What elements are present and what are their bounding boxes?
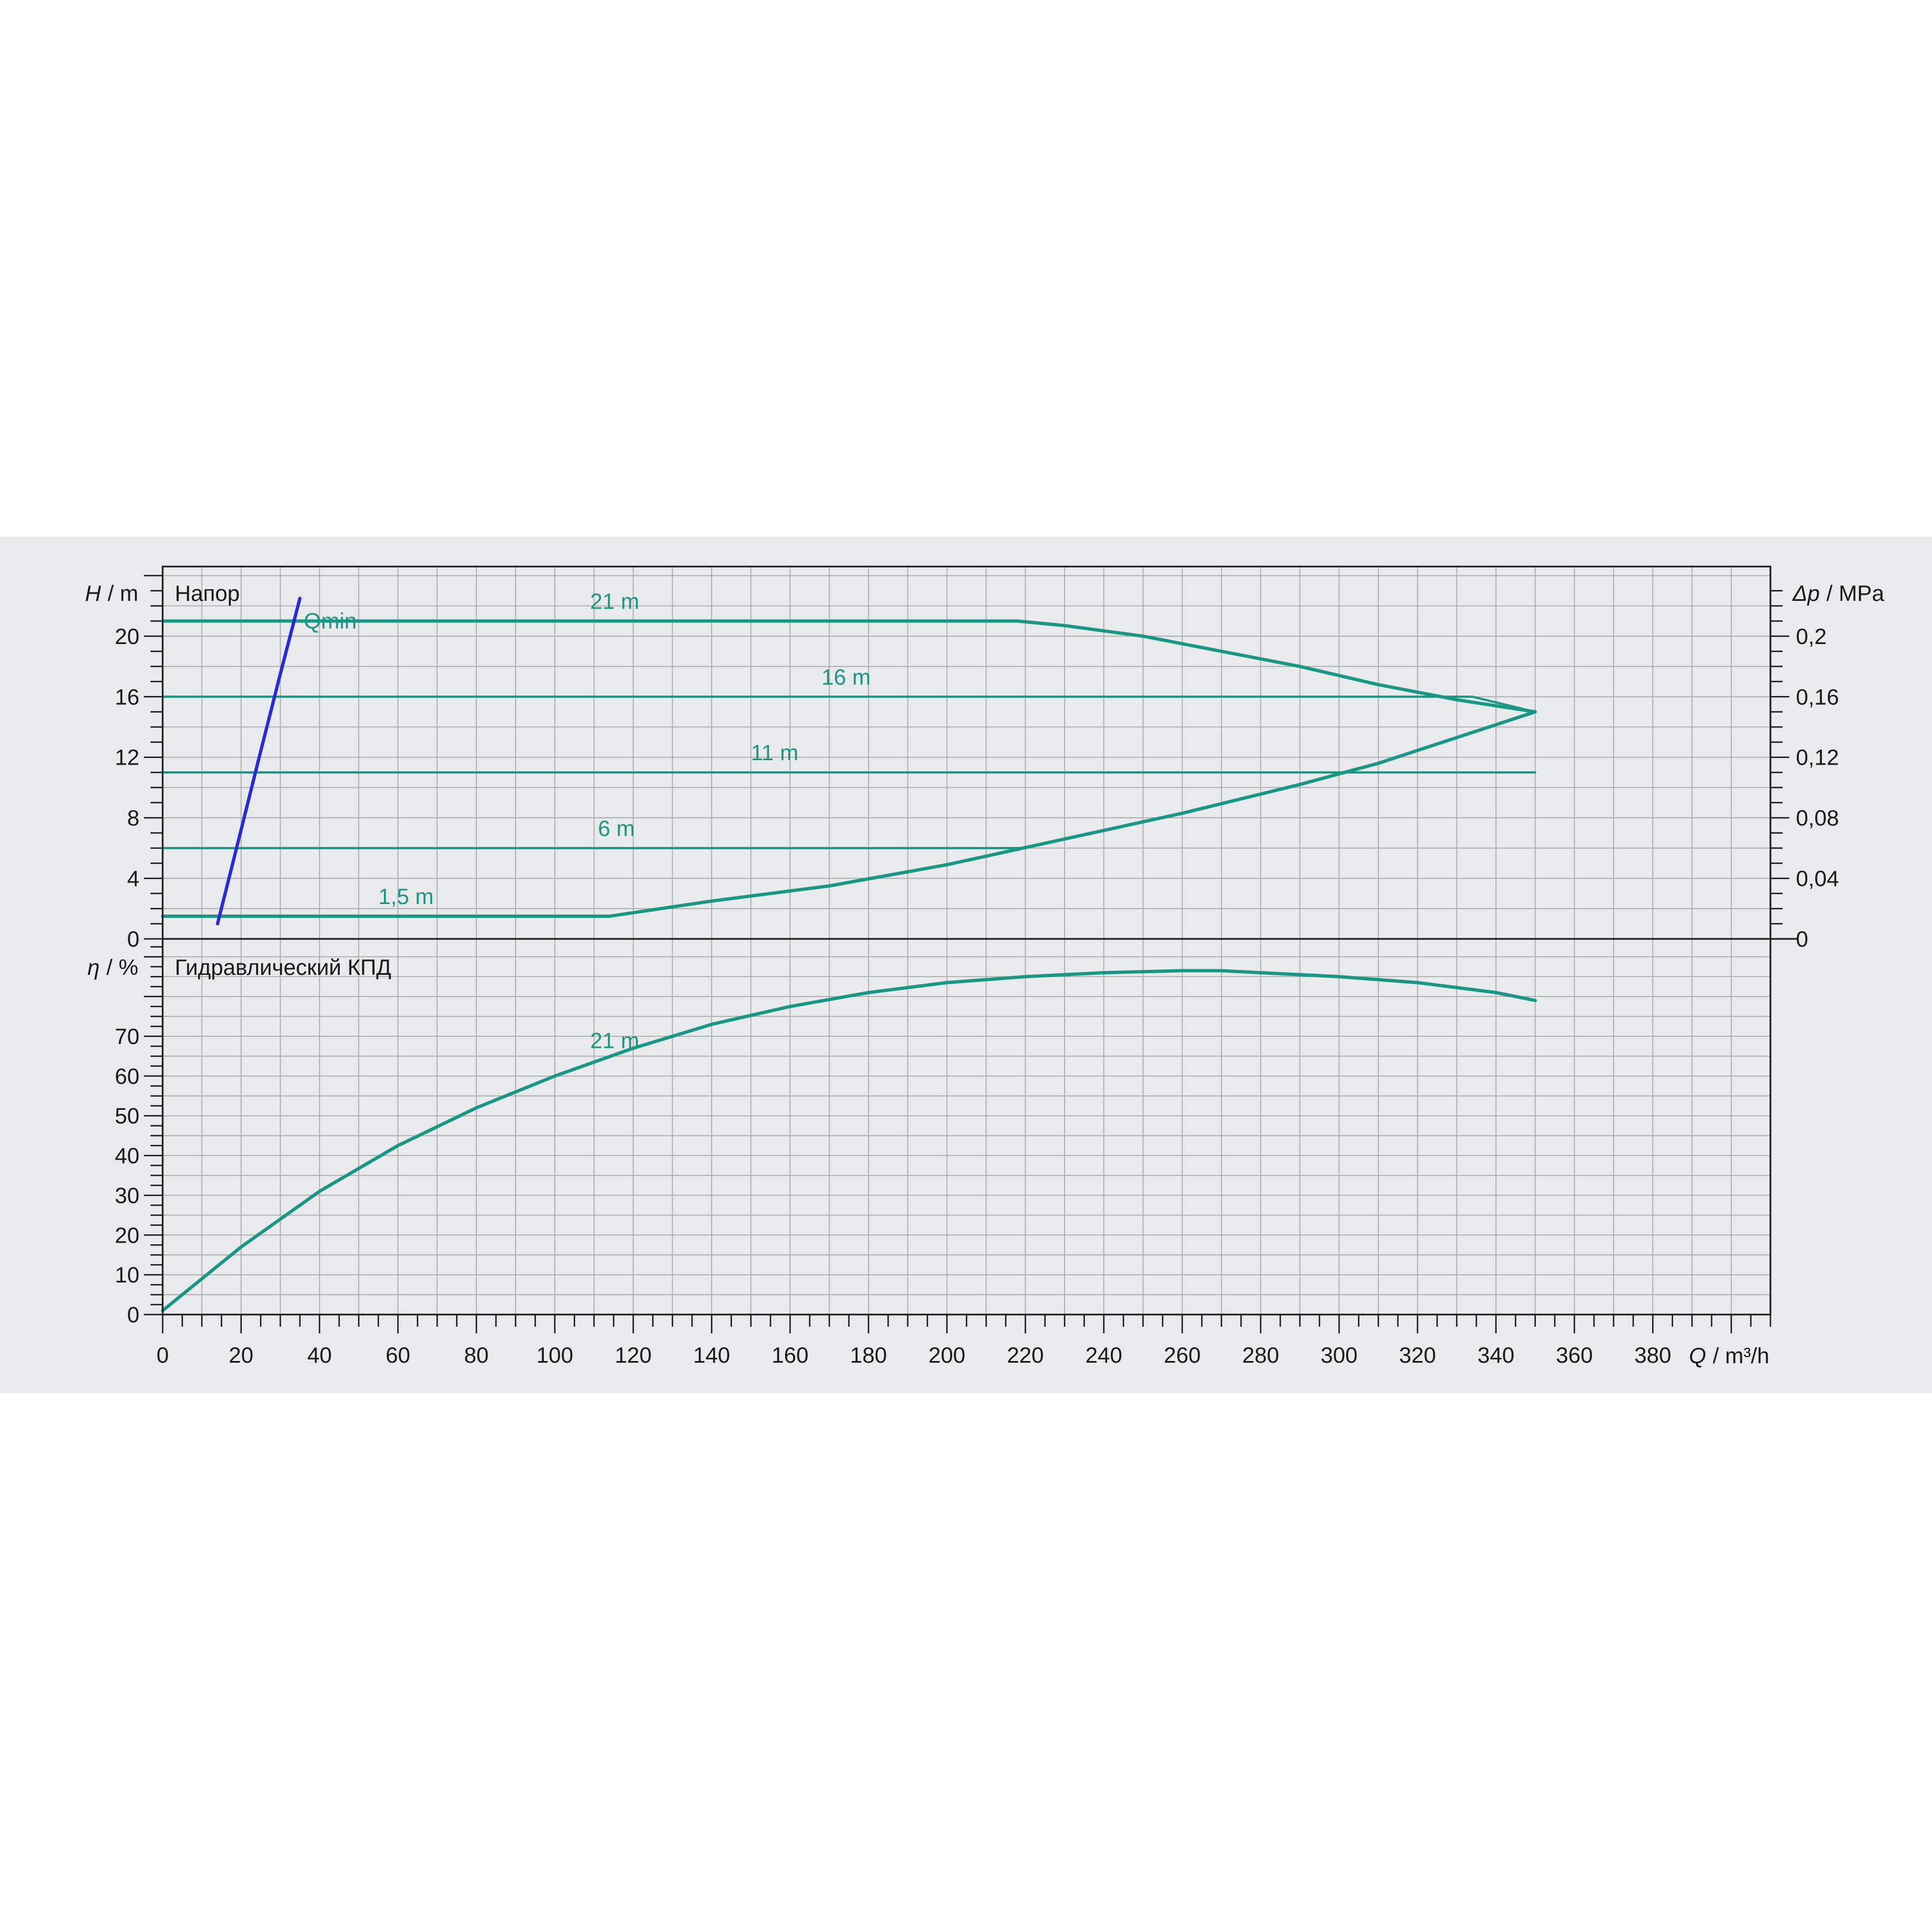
y-tick-label: 4 <box>127 867 139 891</box>
x-tick-label: 100 <box>536 1343 573 1368</box>
y-tick-label: 12 <box>115 746 140 770</box>
curve-label: 6 m <box>598 817 635 841</box>
x-tick-label: 40 <box>307 1343 332 1368</box>
y-tick-label: 40 <box>115 1144 140 1168</box>
h-axis-title: H / m <box>85 581 138 606</box>
x-tick-label: 0 <box>157 1343 169 1368</box>
y2-tick-label: 0,04 <box>1796 867 1839 891</box>
x-tick-label: 180 <box>850 1343 887 1368</box>
curve-1-5-m-0 <box>161 710 1537 918</box>
plot-area <box>163 567 1770 1315</box>
q-axis-title-symbol: Q <box>1689 1344 1706 1368</box>
curve-label: 21 m <box>590 590 640 614</box>
y2-tick-label: 0,08 <box>1796 806 1839 830</box>
efficiency-panel-title: Гидравлический КПД <box>175 955 391 980</box>
plot-frame <box>162 565 1772 1316</box>
y2-tick-label: 0 <box>1796 927 1808 952</box>
curve-21-m-1 <box>161 969 1537 1312</box>
h-axis-title-symbol: H <box>85 581 101 606</box>
curve-16-m-0 <box>162 695 1536 713</box>
y-tick-label: 20 <box>115 1223 140 1248</box>
eta-axis-title-unit: / % <box>106 955 138 980</box>
x-tick-label: 240 <box>1086 1343 1123 1368</box>
dp-axis-title-symbol: Δp <box>1792 581 1820 606</box>
q-axis-title: Q / m³/h <box>1689 1344 1769 1368</box>
curve-qmin-0 <box>216 596 302 926</box>
curve-label: 16 m <box>822 665 871 689</box>
pump-curve-chart: 0 20 40 60 80 100 120 140 160 180 200 220 240 260 280 3… <box>85 565 1884 1368</box>
head-panel-title: Напор <box>175 581 240 606</box>
x-tick-label: 60 <box>386 1343 411 1368</box>
x-tick-label: 80 <box>464 1343 489 1368</box>
x-tick-label: 200 <box>928 1343 965 1368</box>
x-tick-label: 380 <box>1634 1343 1671 1368</box>
y-tick-label: 30 <box>115 1183 140 1208</box>
y-tick-label: 0 <box>127 1303 139 1327</box>
y2-tick-label: 0,2 <box>1796 625 1827 649</box>
y2-tick-label: 0,16 <box>1796 685 1839 709</box>
x-tick-label: 260 <box>1164 1343 1201 1368</box>
y-tick-label: 20 <box>115 625 140 649</box>
curve-label: 21 m <box>590 1029 640 1053</box>
eta-axis-title-symbol: η <box>87 955 100 980</box>
x-tick-label: 320 <box>1399 1343 1436 1368</box>
x-tick-label: 340 <box>1477 1343 1514 1368</box>
y-tick-label: 16 <box>115 685 140 709</box>
curve-label: 11 m <box>751 741 798 765</box>
y2-tick-label: 0,12 <box>1796 746 1839 770</box>
dp-axis-title: Δp / MPa <box>1792 581 1884 606</box>
dp-axis-title-unit: / MPa <box>1826 581 1884 606</box>
q-axis-title-unit: / m³/h <box>1713 1344 1769 1368</box>
x-tick-label: 160 <box>772 1343 809 1368</box>
h-axis-title-unit: / m <box>107 581 138 606</box>
x-tick-label: 360 <box>1556 1343 1593 1368</box>
y-tick-label: 8 <box>127 806 139 830</box>
x-tick-label: 280 <box>1242 1343 1279 1368</box>
curve-label: Qmin <box>304 609 357 633</box>
x-tick-label: 120 <box>615 1343 652 1368</box>
x-tick-label: 220 <box>1007 1343 1044 1368</box>
y-tick-label: 10 <box>115 1263 140 1287</box>
curve-21-m-0 <box>161 619 1537 714</box>
eta-axis-title: η / % <box>87 955 138 980</box>
curve-label: 1,5 m <box>378 885 434 909</box>
y-tick-label: 0 <box>127 927 139 952</box>
y-tick-label: 50 <box>115 1104 140 1129</box>
x-tick-label: 140 <box>693 1343 730 1368</box>
x-tick-label: 300 <box>1321 1343 1358 1368</box>
x-tick-label: 20 <box>229 1343 254 1368</box>
y-tick-label: 70 <box>115 1025 140 1049</box>
chart-panel: 0 20 40 60 80 100 120 140 160 180 200 220 240 260 280 3… <box>0 537 1932 1393</box>
y-tick-label: 60 <box>115 1064 140 1089</box>
